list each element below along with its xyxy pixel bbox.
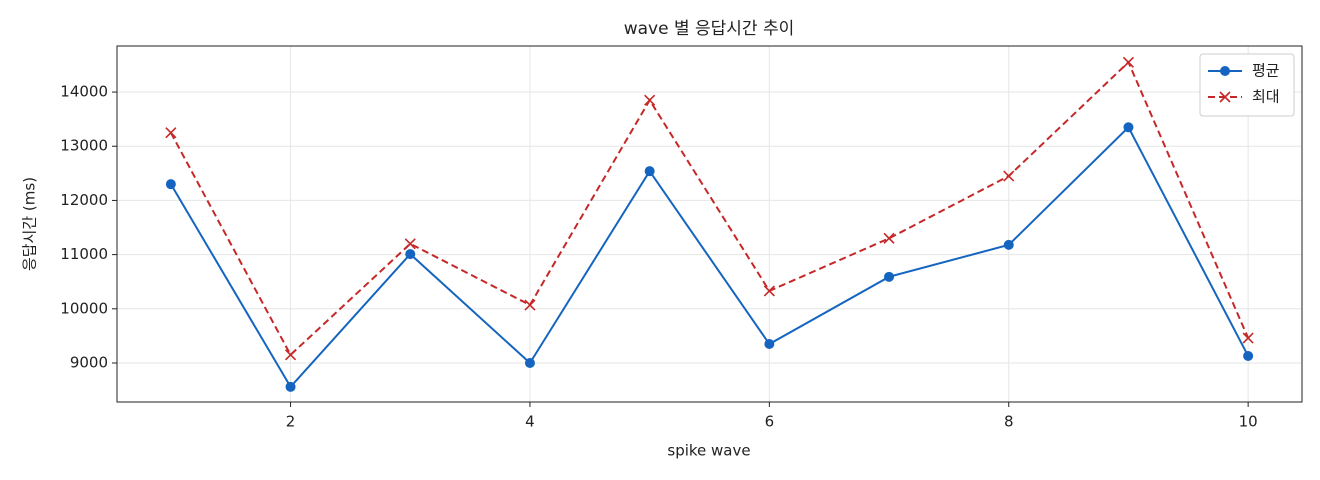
x-tick-label: 8 bbox=[1004, 413, 1014, 431]
marker bbox=[165, 179, 176, 190]
x-tick-label: 2 bbox=[286, 413, 296, 431]
marker bbox=[764, 339, 775, 350]
marker bbox=[1242, 332, 1254, 344]
legend-box bbox=[1199, 53, 1295, 117]
legend-label: 평균 bbox=[1252, 62, 1280, 80]
marker bbox=[644, 166, 655, 177]
marker bbox=[1243, 350, 1254, 361]
x-tick-label: 10 bbox=[1239, 413, 1258, 431]
y-tick-label: 10000 bbox=[60, 299, 108, 317]
marker bbox=[404, 238, 416, 250]
marker bbox=[1003, 239, 1014, 250]
marker bbox=[285, 381, 296, 392]
legend-marker bbox=[1220, 66, 1230, 76]
marker bbox=[883, 232, 895, 244]
legend-marker bbox=[1219, 91, 1231, 103]
y-tick-label: 14000 bbox=[60, 83, 108, 101]
marker bbox=[165, 127, 177, 139]
marker bbox=[405, 249, 416, 260]
marker bbox=[524, 299, 536, 311]
marker bbox=[1003, 170, 1015, 182]
y-tick-label: 9000 bbox=[70, 353, 108, 371]
series-line bbox=[169, 60, 1250, 357]
marker bbox=[763, 285, 775, 297]
y-tick-label: 12000 bbox=[60, 191, 108, 209]
marker bbox=[524, 357, 535, 368]
x-axis-label: spike wave bbox=[667, 442, 750, 460]
y-tick-label: 13000 bbox=[60, 137, 108, 155]
plot-frame bbox=[116, 45, 1303, 403]
marker bbox=[1123, 122, 1134, 133]
x-tick-label: 6 bbox=[765, 413, 775, 431]
marker bbox=[1122, 56, 1135, 68]
marker bbox=[884, 271, 895, 282]
chart-title: wave 별 응답시간 추이 bbox=[624, 19, 795, 39]
y-axis-label: 응답시간 (ms) bbox=[21, 177, 39, 271]
legend-label: 최대 bbox=[1252, 88, 1280, 106]
x-tick-label: 4 bbox=[525, 413, 535, 431]
marker bbox=[284, 349, 297, 361]
y-tick-label: 11000 bbox=[60, 245, 108, 263]
marker bbox=[644, 94, 656, 106]
series-line bbox=[170, 125, 1250, 389]
